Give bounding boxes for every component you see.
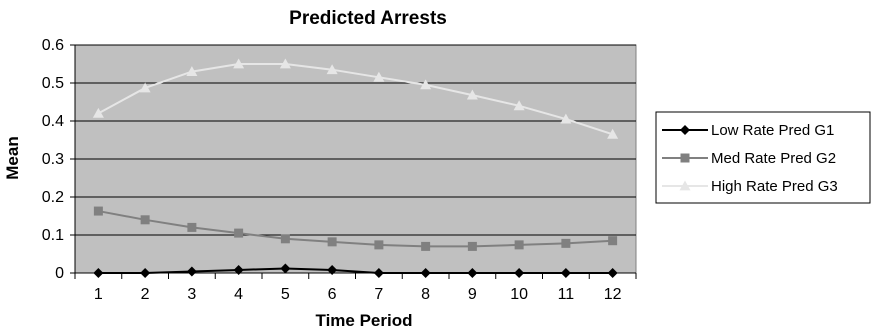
series-line	[98, 210, 613, 248]
x-tick-label: 11	[558, 286, 575, 303]
data-point	[514, 240, 524, 250]
data-point	[608, 236, 618, 246]
legend-entry: Low Rate Pred G1	[662, 122, 834, 139]
legend: Low Rate Pred G1 Med Rate Pred G2 High Rat…	[655, 111, 871, 204]
chart-title: Predicted Arrests	[289, 8, 447, 29]
data-point	[92, 107, 104, 118]
legend-label: Low Rate Pred G1	[711, 122, 834, 139]
x-tick-label: 4	[234, 286, 243, 303]
y-tick-label: 0.4	[42, 113, 64, 130]
series-line	[98, 267, 613, 274]
data-point	[513, 100, 525, 111]
data-point	[560, 113, 572, 124]
data-point	[420, 79, 432, 90]
x-tick-label: 3	[187, 286, 196, 303]
data-point	[607, 128, 619, 139]
y-tick-label: 0.2	[42, 189, 64, 206]
series-3	[92, 58, 619, 139]
data-point	[93, 206, 103, 216]
data-point	[467, 241, 477, 251]
y-tick-labels: 0 0.1 0.2 0.3 0.4 0.5 0.6	[42, 37, 64, 282]
data-point	[327, 237, 337, 247]
data-point	[279, 58, 291, 69]
data-point	[139, 82, 151, 93]
data-point	[560, 268, 571, 278]
data-point	[373, 71, 385, 82]
data-point	[420, 268, 431, 278]
data-point	[327, 264, 338, 275]
data-point	[561, 238, 571, 248]
y-tick-label: 0.5	[42, 75, 64, 92]
data-point	[466, 89, 478, 100]
y-tick-label: 0.3	[42, 151, 64, 168]
data-point	[233, 264, 244, 275]
data-point	[467, 268, 478, 278]
data-point	[93, 268, 104, 278]
series-1	[93, 263, 618, 278]
x-tick-label: 10	[510, 286, 528, 303]
data-point	[373, 268, 384, 278]
data-point	[140, 268, 151, 278]
legend-marker	[679, 180, 691, 191]
legend-label: High Rate Pred G3	[711, 178, 838, 195]
x-tick-label: 5	[281, 286, 290, 303]
data-point	[140, 215, 150, 225]
data-point	[186, 266, 197, 277]
legend-entry: Med Rate Pred G2	[662, 150, 836, 167]
y-tick-label: 0.1	[42, 227, 64, 244]
data-point	[187, 222, 197, 232]
data-point	[280, 263, 291, 274]
y-axis-title: Mean	[3, 136, 22, 179]
legend-marker	[680, 125, 690, 135]
series-line	[97, 63, 613, 136]
legend-entry: High Rate Pred G3	[662, 178, 838, 195]
y-tick-label: 0.6	[42, 37, 64, 54]
x-tick-label: 7	[374, 286, 383, 303]
data-point	[326, 64, 338, 75]
legend-label: Med Rate Pred G2	[711, 150, 836, 167]
x-tick-labels: 1 2 3 4 5 6 7 8 9 10 11 12	[94, 286, 622, 303]
x-axis-title: Time Period	[316, 311, 413, 330]
data-point	[186, 66, 198, 76]
legend-marker	[680, 153, 690, 163]
x-tick-label: 9	[468, 286, 477, 303]
gridlines	[70, 44, 636, 274]
data-point	[233, 58, 245, 69]
x-tick-label: 6	[328, 286, 337, 303]
data-point	[607, 268, 618, 278]
series-layer	[92, 58, 619, 278]
x-tick-label: 2	[141, 286, 150, 303]
data-point	[280, 234, 290, 244]
data-point	[421, 241, 431, 251]
x-tick-label: 1	[94, 286, 103, 303]
x-tick-label: 8	[421, 286, 430, 303]
plot-area	[70, 44, 637, 279]
data-point	[514, 268, 525, 278]
data-point	[234, 228, 244, 238]
series-2	[93, 206, 618, 251]
y-tick-label: 0	[55, 265, 64, 282]
data-point	[374, 240, 384, 250]
x-tick-label: 12	[604, 286, 622, 303]
legend-items: Low Rate Pred G1 Med Rate Pred G2 High Rat…	[662, 122, 838, 195]
